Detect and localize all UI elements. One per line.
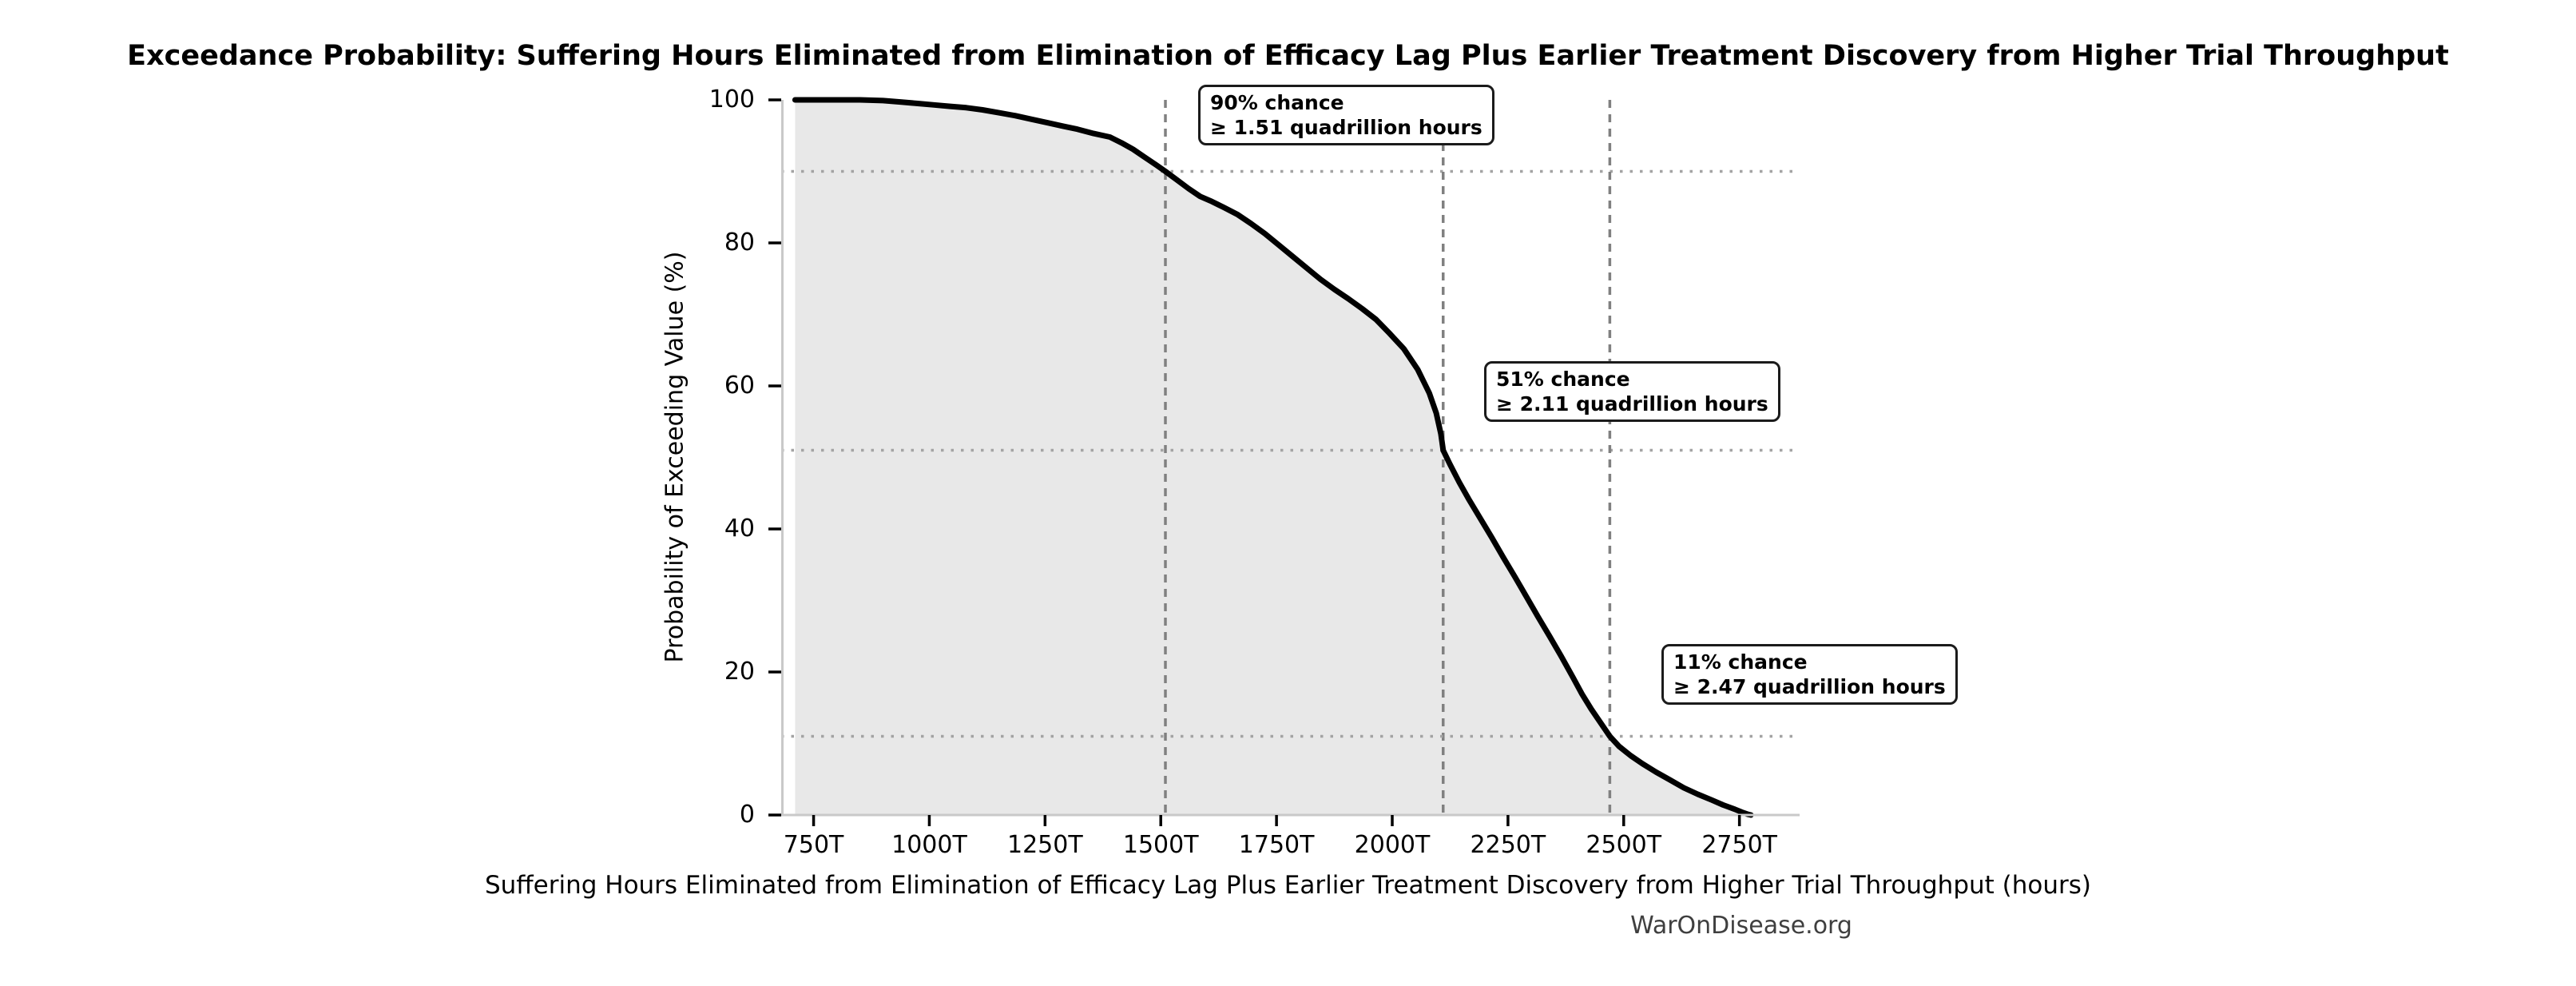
- y-tick-label: 80: [724, 229, 755, 256]
- y-tick-label: 0: [739, 801, 755, 829]
- y-tick-label: 20: [724, 658, 755, 686]
- y-axis-label: Probability of Exceeding Value (%): [661, 251, 689, 663]
- x-axis-label: Suffering Hours Eliminated from Eliminat…: [484, 871, 2092, 900]
- y-tick-label: 100: [708, 85, 755, 113]
- annotation-chance-label: 90% chance: [1210, 91, 1344, 114]
- x-tick-label: 1500T: [1122, 831, 1199, 859]
- plot-area: [768, 97, 1800, 826]
- x-tick-label: 2000T: [1354, 831, 1431, 859]
- y-tick-label: 40: [724, 515, 755, 543]
- annotation-chance-label: 51% chance: [1496, 368, 1630, 391]
- annotation-box-90pct: 90% chance ≥ 1.51 quadrillion hours: [1198, 85, 1494, 145]
- x-tick-label: 1000T: [891, 831, 967, 859]
- exceedance-curve: [792, 97, 1754, 818]
- annotation-threshold-label: ≥ 2.11 quadrillion hours: [1496, 392, 1768, 415]
- annotation-threshold-label: ≥ 2.47 quadrillion hours: [1673, 675, 1946, 698]
- chart-title: Exceedance Probability: Suffering Hours …: [127, 40, 2449, 72]
- x-tick-label: 2250T: [1470, 831, 1546, 859]
- x-tick-label: 1750T: [1238, 831, 1315, 859]
- area-fill: [795, 100, 1752, 815]
- watermark-text: WarOnDisease.org: [1630, 912, 1852, 940]
- annotation-chance-label: 11% chance: [1673, 650, 1808, 674]
- annotation-box-11pct: 11% chance ≥ 2.47 quadrillion hours: [1661, 644, 1958, 705]
- x-tick-label: 750T: [783, 831, 844, 859]
- annotation-threshold-label: ≥ 1.51 quadrillion hours: [1210, 116, 1482, 139]
- y-tick-label: 60: [724, 372, 755, 400]
- annotation-box-51pct: 51% chance ≥ 2.11 quadrillion hours: [1484, 361, 1780, 422]
- x-tick-label: 2750T: [1701, 831, 1777, 859]
- x-tick-label: 1250T: [1006, 831, 1083, 859]
- x-tick-label: 2500T: [1586, 831, 1662, 859]
